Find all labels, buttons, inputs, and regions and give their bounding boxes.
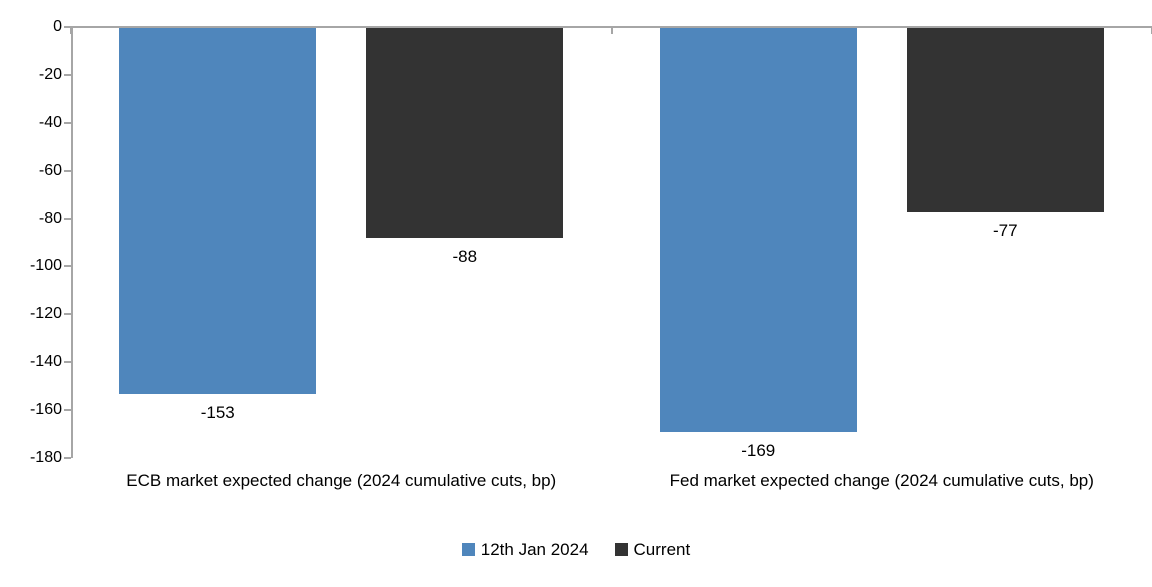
y-axis-tick (64, 73, 71, 76)
legend-item: 12th Jan 2024 (461, 540, 589, 559)
y-axis-tick-label: -160 (29, 401, 62, 419)
y-axis-tick-label: -40 (38, 113, 62, 131)
category-label: ECB market expected change (2024 cumulat… (126, 471, 557, 490)
x-axis-line (71, 26, 1152, 28)
category-axis-tick (70, 28, 72, 34)
y-axis-tick (64, 361, 71, 364)
y-axis-line (71, 26, 73, 458)
y-axis-tick (64, 121, 71, 124)
category-axis-tick (610, 28, 613, 34)
y-axis-tick-label: -100 (29, 257, 62, 275)
bar-value-label: -88 (452, 247, 478, 267)
y-axis-tick (64, 409, 71, 412)
y-axis-tick (64, 26, 71, 28)
y-axis-tick (64, 217, 71, 220)
bar-series1 (119, 28, 317, 394)
legend-item: Current (614, 540, 691, 559)
legend-swatch-icon (614, 543, 628, 556)
legend-swatch-icon (461, 543, 475, 556)
y-axis-tick (64, 313, 71, 316)
bar-series2 (366, 28, 564, 239)
legend-label: Current (633, 540, 691, 559)
bar-value-label: -77 (992, 220, 1018, 240)
chart-legend: 12th Jan 2024 Current (0, 541, 1152, 558)
y-axis-tick-label: -60 (38, 161, 62, 179)
bar-series2 (906, 28, 1104, 212)
y-axis-tick-label: -20 (38, 65, 62, 83)
bar-series1 (659, 28, 857, 432)
legend-label: 12th Jan 2024 (480, 540, 589, 559)
y-axis-tick-label: -80 (38, 209, 62, 227)
y-axis-tick (64, 169, 71, 172)
y-axis-tick-label: -120 (29, 305, 62, 323)
category-label: Fed market expected change (2024 cumulat… (669, 471, 1094, 490)
bar-value-label: -169 (741, 440, 776, 460)
y-axis-tick-label: -180 (29, 449, 62, 466)
y-axis-tick (64, 457, 71, 459)
y-axis-tick (64, 265, 71, 268)
y-axis-tick-label: 0 (53, 18, 62, 35)
bar-value-label: -153 (200, 402, 235, 422)
y-axis-tick-label: -140 (29, 353, 62, 371)
